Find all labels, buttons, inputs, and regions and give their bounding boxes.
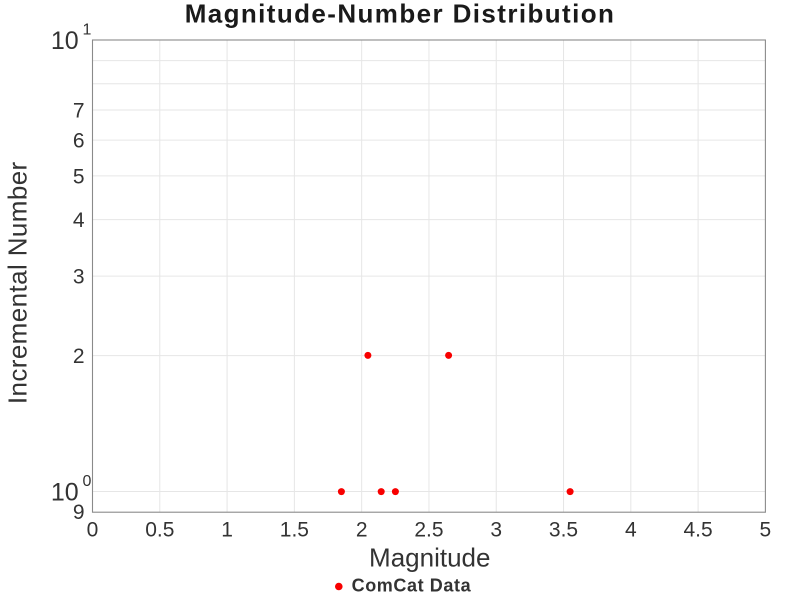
svg-text:7: 7 xyxy=(73,100,85,123)
svg-text:2: 2 xyxy=(356,518,368,541)
svg-text:4.5: 4.5 xyxy=(684,518,713,541)
svg-text:0: 0 xyxy=(87,518,99,541)
svg-text:0.5: 0.5 xyxy=(145,518,174,541)
svg-text:1: 1 xyxy=(221,518,233,541)
svg-text:4: 4 xyxy=(625,518,637,541)
svg-text:2.5: 2.5 xyxy=(414,518,443,541)
svg-text:9: 9 xyxy=(73,501,85,524)
svg-text:1.5: 1.5 xyxy=(280,518,309,541)
svg-text:0: 0 xyxy=(83,473,92,490)
svg-text:5: 5 xyxy=(760,518,772,541)
svg-text:1: 1 xyxy=(83,22,92,39)
svg-text:ComCat Data: ComCat Data xyxy=(352,576,472,596)
svg-text:Magnitude: Magnitude xyxy=(369,542,490,572)
svg-text:4: 4 xyxy=(73,209,85,232)
svg-text:3: 3 xyxy=(73,266,85,289)
svg-text:10: 10 xyxy=(51,27,79,55)
svg-text:5: 5 xyxy=(73,166,85,189)
svg-text:Incremental Number: Incremental Number xyxy=(3,161,33,404)
svg-text:6: 6 xyxy=(73,130,85,153)
svg-text:2: 2 xyxy=(73,345,85,368)
svg-text:10: 10 xyxy=(51,479,79,507)
svg-text:3: 3 xyxy=(490,518,502,541)
svg-text:Magnitude-Number Distribution: Magnitude-Number Distribution xyxy=(185,0,616,29)
svg-text:3.5: 3.5 xyxy=(549,518,578,541)
